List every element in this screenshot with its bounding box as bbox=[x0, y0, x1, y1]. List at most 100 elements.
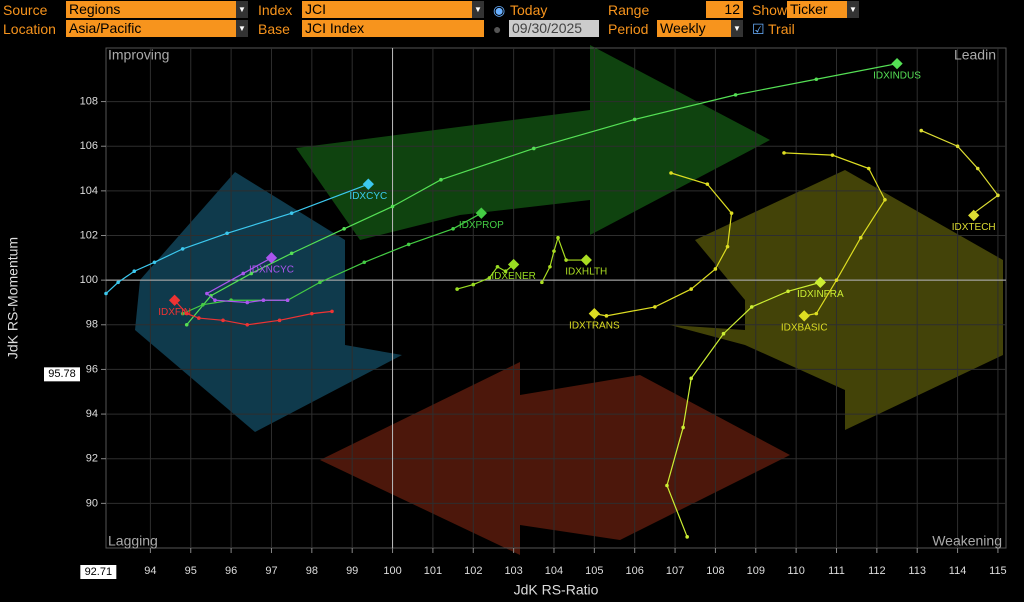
radio[interactable]: ◉ bbox=[493, 2, 506, 18]
label: Base bbox=[258, 21, 290, 37]
trail-point bbox=[955, 144, 960, 149]
value: 09/30/2025 bbox=[512, 20, 583, 36]
x-tick-label: 101 bbox=[424, 565, 442, 577]
trail-point bbox=[725, 244, 730, 249]
dropdown[interactable]: ▼ bbox=[236, 20, 248, 37]
x-tick-label: 100 bbox=[383, 565, 401, 577]
y-marker-box bbox=[44, 367, 80, 382]
show-select[interactable]: Ticker ▼ bbox=[787, 1, 859, 18]
current-marker bbox=[798, 310, 810, 322]
trail-point bbox=[342, 227, 346, 231]
quadrant-label: Lagging bbox=[108, 533, 158, 549]
x-tick-label: 98 bbox=[306, 565, 318, 577]
current-marker bbox=[580, 254, 592, 266]
series-label: IDXINFRA bbox=[797, 289, 844, 300]
label: Index bbox=[258, 2, 293, 18]
toolbar: Source Regions ▼ Location Asia/Pacific ▼ I… bbox=[0, 0, 1024, 40]
trail-point bbox=[221, 318, 225, 323]
x-tick-label: 110 bbox=[787, 565, 805, 577]
checkbox[interactable]: ☑ bbox=[752, 21, 765, 37]
trail-point bbox=[495, 264, 500, 269]
trail-point bbox=[564, 258, 568, 262]
trail-point bbox=[552, 249, 556, 253]
trail-point bbox=[830, 153, 835, 157]
date-field[interactable]: 09/30/2025 bbox=[509, 20, 599, 37]
trail-point bbox=[277, 318, 282, 323]
trail-point bbox=[540, 280, 544, 285]
value: Regions bbox=[69, 1, 121, 17]
series-label: IDXTECH bbox=[952, 222, 996, 233]
y-marker-label: 95.78 bbox=[48, 368, 76, 380]
x-tick-label: 115 bbox=[989, 565, 1007, 577]
current-marker bbox=[968, 209, 980, 222]
trail-point bbox=[749, 305, 754, 309]
trail-point bbox=[289, 211, 294, 215]
trail-point bbox=[439, 177, 443, 182]
trail-point bbox=[225, 231, 229, 236]
trail-point bbox=[180, 311, 185, 316]
series-label: IDXTRANS bbox=[569, 320, 620, 331]
dropdown[interactable]: ▼ bbox=[731, 20, 743, 37]
trail-point bbox=[604, 314, 609, 318]
trail-point bbox=[814, 77, 819, 82]
trail-point bbox=[996, 193, 1000, 198]
x-tick-label: 106 bbox=[626, 565, 644, 577]
current-marker bbox=[362, 178, 374, 190]
base-field[interactable]: JCI Index bbox=[302, 20, 484, 37]
y-tick-label: 108 bbox=[80, 95, 98, 107]
trail-point bbox=[653, 305, 657, 309]
series-label: IDXHLTH bbox=[565, 267, 607, 278]
trail-point bbox=[152, 260, 157, 265]
x-tick-label: 96 bbox=[225, 565, 237, 577]
trail bbox=[186, 63, 898, 326]
value: Asia/Pacific bbox=[69, 20, 142, 36]
label: Range bbox=[608, 2, 650, 18]
current-marker bbox=[588, 307, 600, 320]
trail-point bbox=[318, 280, 322, 285]
value: Weekly bbox=[660, 20, 706, 36]
arrow-improving bbox=[296, 45, 770, 240]
value: JCI bbox=[305, 1, 326, 17]
trail-point bbox=[289, 251, 294, 256]
x-tick-label: 105 bbox=[585, 565, 603, 577]
x-tick-label: 95 bbox=[185, 565, 197, 577]
index-select[interactable]: JCI ▼ bbox=[302, 1, 484, 18]
trail-point bbox=[241, 271, 246, 276]
trail bbox=[921, 130, 999, 216]
trail-point bbox=[834, 278, 839, 282]
trail-point bbox=[451, 227, 455, 231]
dropdown[interactable]: ▼ bbox=[472, 1, 484, 18]
label: Source bbox=[3, 2, 48, 18]
series-label: IDXPROP bbox=[459, 220, 504, 231]
dropdown[interactable]: ▼ bbox=[847, 1, 859, 18]
location-select[interactable]: Asia/Pacific ▼ bbox=[66, 20, 248, 37]
trail-point bbox=[632, 117, 637, 122]
current-marker bbox=[168, 294, 181, 306]
trail-point bbox=[705, 182, 710, 186]
current-marker bbox=[475, 207, 487, 219]
trail-point bbox=[681, 425, 685, 430]
trail-point bbox=[858, 235, 863, 240]
trail-point bbox=[814, 311, 819, 316]
trail-point bbox=[455, 287, 459, 291]
source-select[interactable]: Regions ▼ bbox=[66, 1, 248, 18]
x-tick-label: 104 bbox=[545, 565, 563, 577]
trail-point bbox=[362, 260, 367, 265]
trail-point bbox=[556, 235, 560, 240]
series-label: IDXENER bbox=[491, 271, 535, 282]
trail-point bbox=[261, 298, 266, 303]
trail-point bbox=[330, 309, 334, 314]
radio[interactable]: ● bbox=[493, 21, 502, 37]
period-select[interactable]: Weekly ▼ bbox=[657, 20, 743, 37]
trail-point bbox=[503, 269, 508, 274]
y-tick-label: 106 bbox=[80, 140, 98, 152]
dropdown[interactable]: ▼ bbox=[236, 1, 248, 18]
trail-point bbox=[782, 151, 786, 155]
range-field[interactable]: 12 bbox=[706, 1, 743, 18]
trail-point bbox=[213, 298, 217, 303]
quadrant-label: Improving bbox=[108, 47, 169, 63]
series-label: IDXFIN bbox=[158, 307, 191, 318]
trail-point bbox=[205, 291, 209, 296]
x-marker-label: 92.71 bbox=[85, 566, 113, 578]
